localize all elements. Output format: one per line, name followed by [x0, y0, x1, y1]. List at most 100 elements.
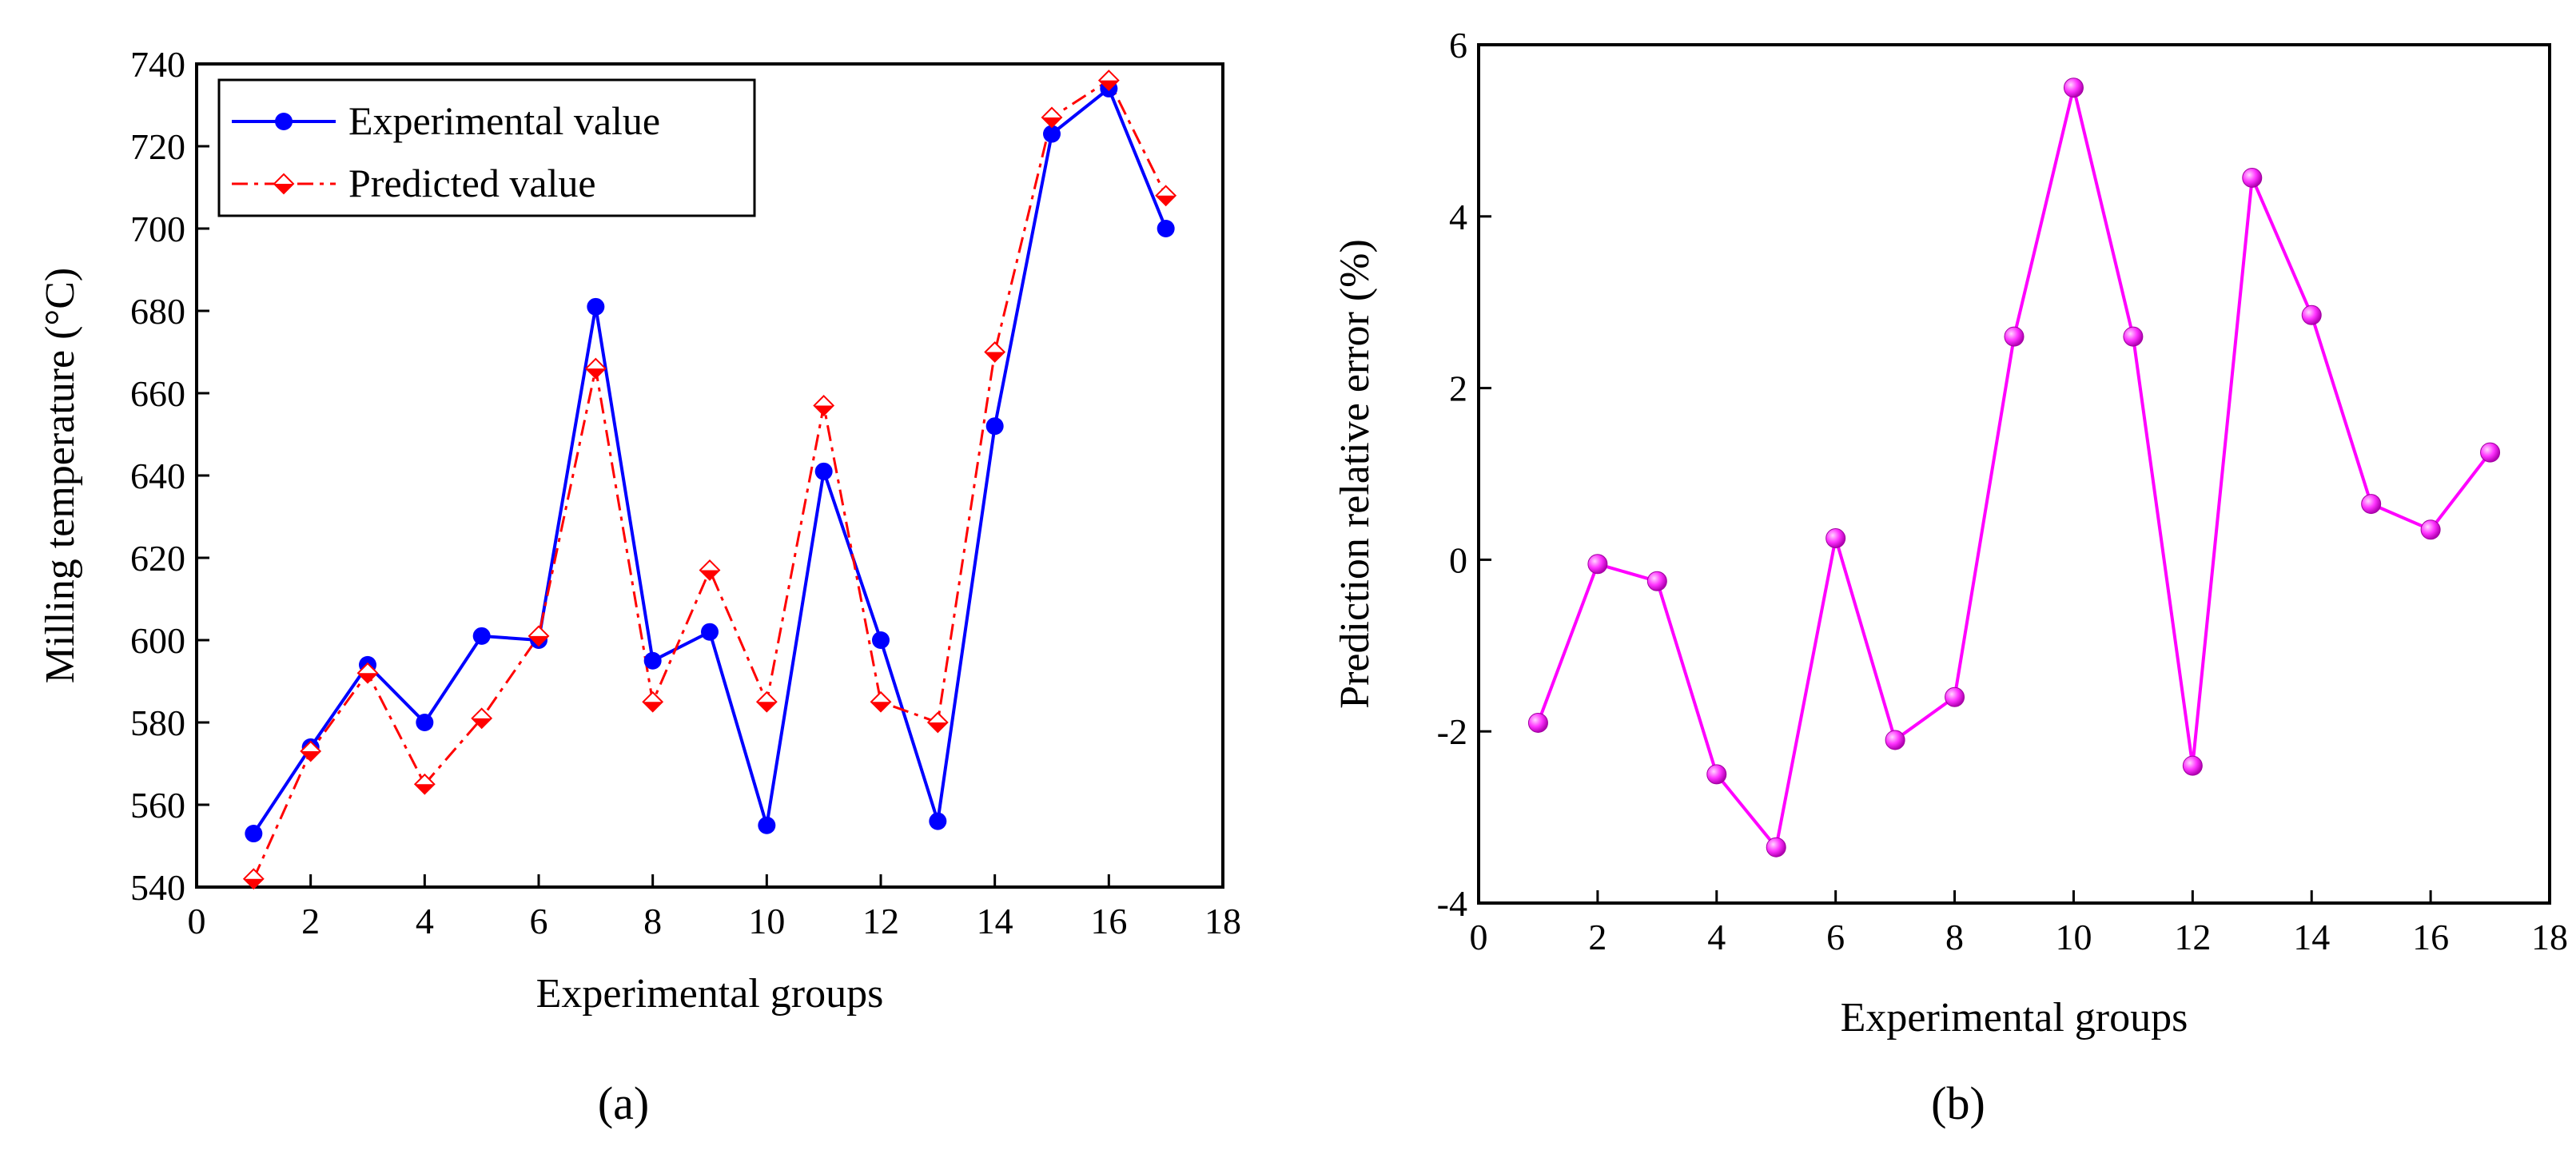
chart-b-y-tick-label: 6	[1449, 25, 1467, 66]
chart-a-x-axis-title: Experimental groups	[536, 971, 884, 1017]
chart-b: 0 2 4 6 8 10 12 14 16 18 -4 -2 0 2 4 6 Experimental gr…	[1332, 25, 2568, 1129]
data-point	[758, 816, 776, 834]
data-point-fill	[928, 722, 948, 732]
data-point	[699, 559, 721, 581]
data-point	[2420, 519, 2441, 540]
chart-b-y-tick-label: 4	[1449, 197, 1467, 237]
data-point	[929, 812, 947, 830]
data-point	[1155, 185, 1177, 207]
chart-b-x-tick-label: 18	[2531, 917, 2568, 957]
chart-b-panel-label: (b)	[1931, 1077, 1985, 1129]
chart-a-x-tick-label: 2	[301, 901, 320, 941]
data-point	[413, 773, 436, 795]
chart-b-y-tick-label: 0	[1449, 539, 1467, 580]
data-point	[1587, 554, 1608, 575]
chart-a-y-axis-title: Milling temperature (°C)	[38, 268, 83, 683]
data-point	[471, 707, 493, 730]
data-point-fill	[244, 878, 264, 889]
chart-a-y-tick-label: 600	[130, 620, 185, 661]
data-point	[2004, 326, 2025, 347]
data-point	[814, 462, 833, 480]
chart-a-panel-label: (a)	[598, 1077, 649, 1129]
chart-b-x-tick-label: 2	[1588, 917, 1607, 957]
data-point	[1885, 730, 1905, 750]
data-point-fill	[1099, 80, 1119, 90]
data-point-fill	[472, 718, 492, 728]
chart-a-x-tick-label: 8	[643, 901, 662, 941]
chart-a-y-tick-label: 720	[130, 126, 185, 167]
chart-a-legend-box	[217, 78, 756, 217]
legend-predicted-label: Predicted value	[348, 161, 596, 205]
chart-b-y-tick-label: -2	[1437, 711, 1467, 752]
data-point-fill	[643, 702, 663, 712]
data-point	[813, 395, 835, 416]
legend-experimental-marker	[275, 113, 293, 130]
chart-a-y-tick-label: 540	[130, 867, 185, 908]
chart-a-x-tick-label: 4	[416, 901, 434, 941]
data-point	[2123, 326, 2144, 347]
chart-b-x-tick-label: 6	[1826, 917, 1845, 957]
data-point-fill	[586, 368, 606, 379]
data-point-fill	[871, 702, 890, 712]
data-point	[1157, 220, 1175, 237]
data-point	[245, 825, 263, 843]
data-point-fill	[700, 570, 719, 580]
chart-b-y-tick-label: 2	[1449, 368, 1467, 409]
legend-experimental-label: Experimental value	[348, 98, 660, 143]
data-point-fill	[358, 673, 377, 683]
data-point	[1706, 764, 1727, 785]
data-point	[587, 297, 605, 316]
data-point	[870, 690, 892, 713]
chart-a-x-tick-label: 6	[530, 901, 548, 941]
data-point-fill	[814, 405, 834, 416]
chart-a-y-tick-label: 620	[130, 538, 185, 579]
data-point-fill	[415, 784, 435, 794]
data-point	[528, 625, 550, 647]
chart-a-y-tick-label: 640	[130, 456, 185, 496]
chart-a-y-tick-label: 680	[130, 291, 185, 332]
data-point	[642, 690, 664, 713]
chart-b-x-tick-label: 10	[2055, 917, 2092, 957]
chart-b-x-tick-label: 12	[2174, 917, 2211, 957]
chart-b-series-line-0	[1536, 87, 2492, 851]
chart-b-y-tick-label: -4	[1437, 883, 1467, 924]
data-point	[755, 690, 778, 713]
data-point	[643, 651, 662, 670]
chart-a-x-tick-label: 14	[977, 901, 1013, 941]
chart-a-y-tick-label: 560	[130, 785, 185, 826]
data-point	[2301, 304, 2322, 325]
data-point	[2063, 78, 2084, 98]
chart-b-x-tick-label: 16	[2412, 917, 2449, 957]
data-point	[701, 623, 719, 641]
chart-b-x-axis-title: Experimental groups	[1841, 995, 2188, 1041]
chart-a-x-tick-label: 10	[748, 901, 785, 941]
data-point	[1945, 686, 1965, 707]
chart-a-x-tick-label: 18	[1204, 901, 1241, 941]
data-point-fill	[985, 352, 1005, 362]
data-point	[872, 631, 890, 649]
data-point-fill	[757, 702, 777, 712]
data-point	[1527, 712, 1548, 733]
data-point	[2361, 494, 2382, 515]
data-point	[1646, 571, 1667, 591]
chart-a-x-tick-label: 16	[1090, 901, 1127, 941]
chart-a-y-tick-label: 740	[130, 44, 185, 85]
data-point-fill	[301, 751, 321, 762]
data-point	[926, 711, 949, 734]
chart-b-x-tick-label: 0	[1470, 917, 1488, 957]
data-point	[2480, 442, 2501, 463]
chart-a-x-tick-label: 12	[862, 901, 899, 941]
data-point	[1825, 528, 1846, 549]
chart-b-x-tick-label: 8	[1945, 917, 1964, 957]
data-point-fill	[1156, 195, 1176, 205]
data-point	[984, 341, 1006, 363]
data-point	[300, 740, 322, 762]
chart-b-x-tick-label: 4	[1707, 917, 1726, 957]
data-point	[2182, 755, 2203, 776]
chart-a: 0 2 4 6 8 10 12 14 16 18 540 560 580 600 620 640 660 680…	[38, 44, 1241, 1129]
chart-a-x-tick-label: 0	[188, 901, 206, 941]
data-point	[1097, 70, 1120, 92]
data-point	[584, 357, 607, 380]
data-point-fill	[1042, 117, 1061, 127]
